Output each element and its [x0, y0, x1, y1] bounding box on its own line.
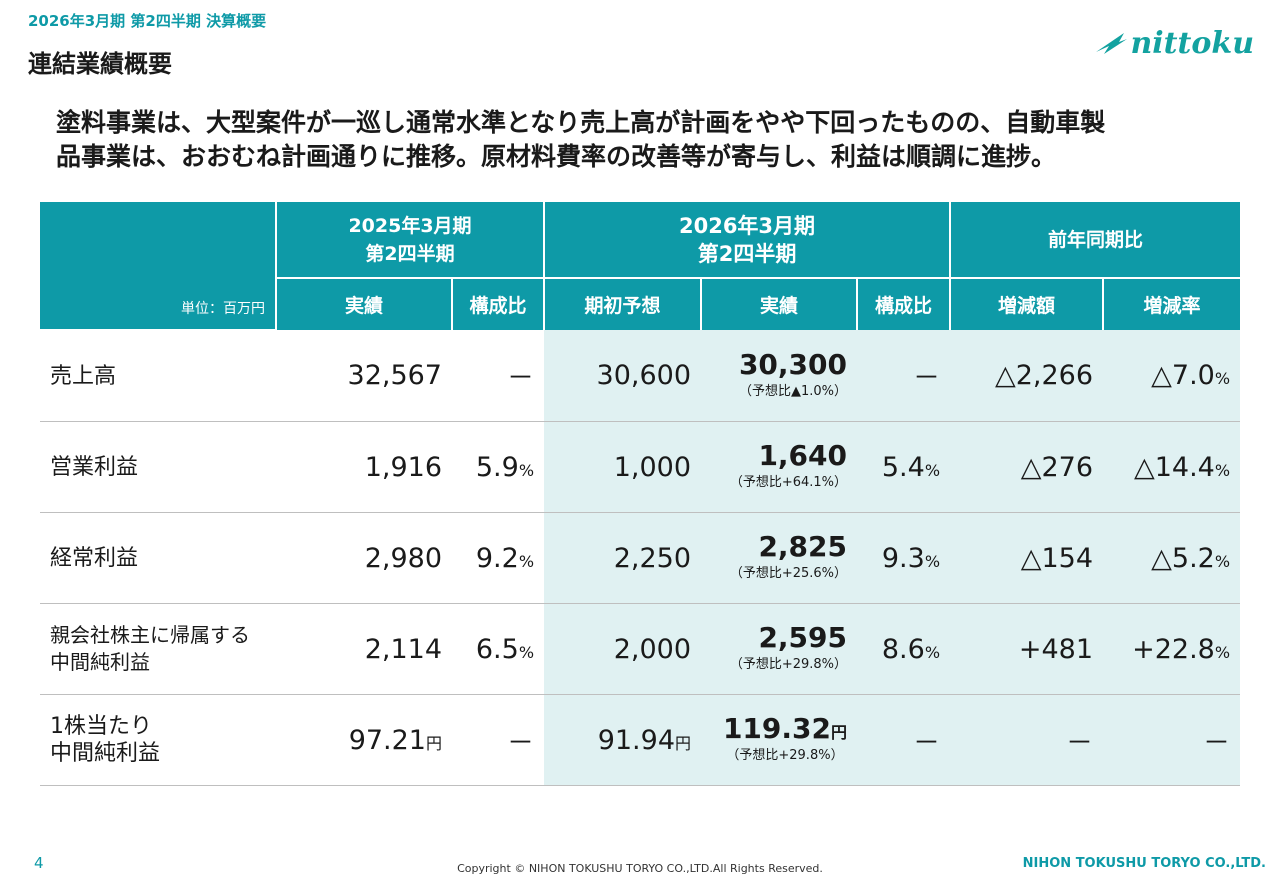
forecast-cell: 1,000	[544, 421, 702, 513]
actual-cell: 119.32円 （予想比+29.8%）	[701, 694, 858, 786]
header-prev-period: 2025年3月期 第2四半期	[274, 202, 545, 279]
prev-actual-cell: 2,980	[276, 512, 452, 604]
yoy-rate-cell: －	[1103, 694, 1241, 786]
yoy-change-cell: +481	[950, 603, 1104, 695]
table-row: 売上高 32,567 － 30,600 30,300 （予想比▲1.0%） － △…	[40, 330, 1241, 422]
prev-actual-cell: 1,916	[276, 421, 452, 513]
page-title: 連結業績概要	[28, 50, 172, 78]
report-eyebrow: 2026年3月期 第2四半期 決算概要	[28, 12, 267, 30]
subheader-curr-actual: 実績	[700, 278, 858, 330]
subheader-prev-actual: 実績	[275, 278, 452, 330]
header-yoy: 前年同期比	[949, 202, 1241, 279]
company-name: NIHON TOKUSHU TORYO CO.,LTD.	[1022, 856, 1266, 871]
row-label: 売上高	[40, 330, 276, 422]
table-row: 営業利益 1,916 5.9% 1,000 1,640 （予想比+64.1%） 5…	[40, 421, 1241, 513]
curr-ratio-cell: －	[857, 330, 951, 422]
forecast-cell: 2,000	[544, 603, 702, 695]
row-label: 親会社株主に帰属する 中間純利益	[40, 603, 276, 695]
actual-cell: 1,640 （予想比+64.1%）	[701, 421, 858, 513]
unit-label: 単位：百万円	[40, 202, 276, 331]
table-row: 経常利益 2,980 9.2% 2,250 2,825 （予想比+25.6%） 9…	[40, 512, 1241, 604]
table-row: 親会社株主に帰属する 中間純利益 2,114 6.5% 2,000 2,595 （…	[40, 603, 1241, 695]
copyright-text: Copyright © NIHON TOKUSHU TORYO CO.,LTD.…	[457, 862, 823, 875]
results-table: 単位：百万円 2025年3月期 第2四半期 2026年3月期 第2四半期 前年同…	[40, 202, 1241, 786]
row-label: 1株当たり 中間純利益	[40, 694, 276, 786]
yoy-change-cell: △2,266	[950, 330, 1104, 422]
actual-cell: 2,595 （予想比+29.8%）	[701, 603, 858, 695]
curr-ratio-cell: 5.4%	[857, 421, 951, 513]
yoy-change-cell: －	[950, 694, 1104, 786]
subheader-yoy-change: 増減額	[949, 278, 1104, 330]
prev-ratio-cell: 5.9%	[452, 421, 545, 513]
subheader-curr-forecast: 期初予想	[543, 278, 702, 330]
prev-ratio-cell: －	[452, 694, 545, 786]
row-label: 営業利益	[40, 421, 276, 513]
prev-ratio-cell: －	[452, 330, 545, 422]
prev-actual-cell: 2,114	[276, 603, 452, 695]
actual-cell: 30,300 （予想比▲1.0%）	[701, 330, 858, 422]
yoy-change-cell: △154	[950, 512, 1104, 604]
yoy-rate-cell: △14.4%	[1103, 421, 1241, 513]
curr-ratio-cell: 8.6%	[857, 603, 951, 695]
forecast-cell: 30,600	[544, 330, 702, 422]
summary-lead-text: 塗料事業は、大型案件が一巡し通常水準となり売上高が計画をやや下回ったものの、自動…	[56, 108, 1106, 171]
company-logo: nittoku	[1094, 25, 1254, 61]
subheader-yoy-rate: 増減率	[1102, 278, 1241, 330]
yoy-change-cell: △276	[950, 421, 1104, 513]
yoy-rate-cell: +22.8%	[1103, 603, 1241, 695]
row-label: 経常利益	[40, 512, 276, 604]
prev-actual-cell: 32,567	[276, 330, 452, 422]
prev-ratio-cell: 9.2%	[452, 512, 545, 604]
logo-text: nittoku	[1130, 25, 1254, 61]
subheader-prev-ratio: 構成比	[450, 278, 545, 330]
subheader-curr-ratio: 構成比	[856, 278, 951, 330]
page-number: 4	[34, 854, 44, 872]
logo-swoosh-icon	[1096, 33, 1128, 54]
curr-ratio-cell: 9.3%	[857, 512, 951, 604]
curr-ratio-cell: －	[857, 694, 951, 786]
yoy-rate-cell: △7.0%	[1103, 330, 1241, 422]
yoy-rate-cell: △5.2%	[1103, 512, 1241, 604]
forecast-cell: 2,250	[544, 512, 702, 604]
prev-ratio-cell: 6.5%	[452, 603, 545, 695]
table-row: 1株当たり 中間純利益 97.21円 － 91.94円 119.32円 （予想比+…	[40, 694, 1241, 786]
forecast-cell: 91.94円	[544, 694, 702, 786]
header-curr-period: 2026年3月期 第2四半期	[543, 202, 951, 279]
prev-actual-cell: 97.21円	[276, 694, 452, 786]
actual-cell: 2,825 （予想比+25.6%）	[701, 512, 858, 604]
